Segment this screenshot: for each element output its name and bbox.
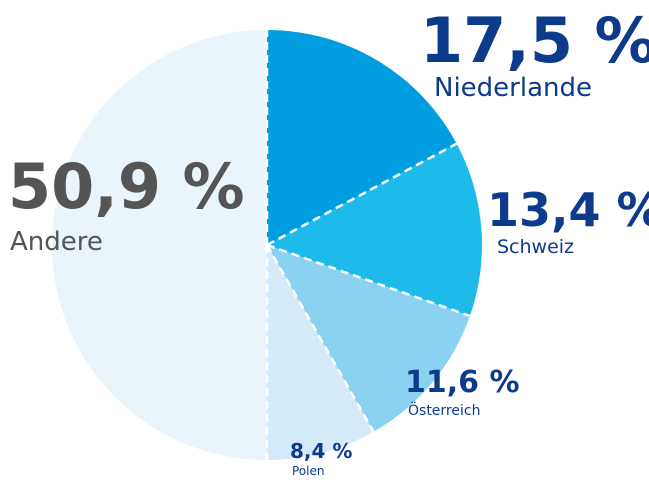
pie-slice (52, 30, 267, 460)
value-label: 8,4 % (290, 439, 352, 463)
pie-slice (267, 245, 374, 460)
category-label: Andere (10, 227, 103, 257)
category-label: Niederlande (434, 73, 592, 103)
category-label: Schweiz (497, 236, 574, 258)
pie-slice (267, 30, 457, 245)
slice-separator (266, 142, 458, 247)
slice-separator (265, 244, 375, 433)
value-label: 11,6 % (405, 365, 520, 400)
value-label: 17,5 % (420, 4, 649, 77)
slice-separator (266, 243, 471, 318)
value-label: 50,9 % (8, 150, 245, 223)
value-label: 13,4 % (487, 183, 649, 237)
category-label: Polen (292, 464, 324, 478)
pie-slice (267, 245, 470, 432)
pie-slice (267, 143, 483, 316)
category-label: Österreich (408, 401, 480, 419)
